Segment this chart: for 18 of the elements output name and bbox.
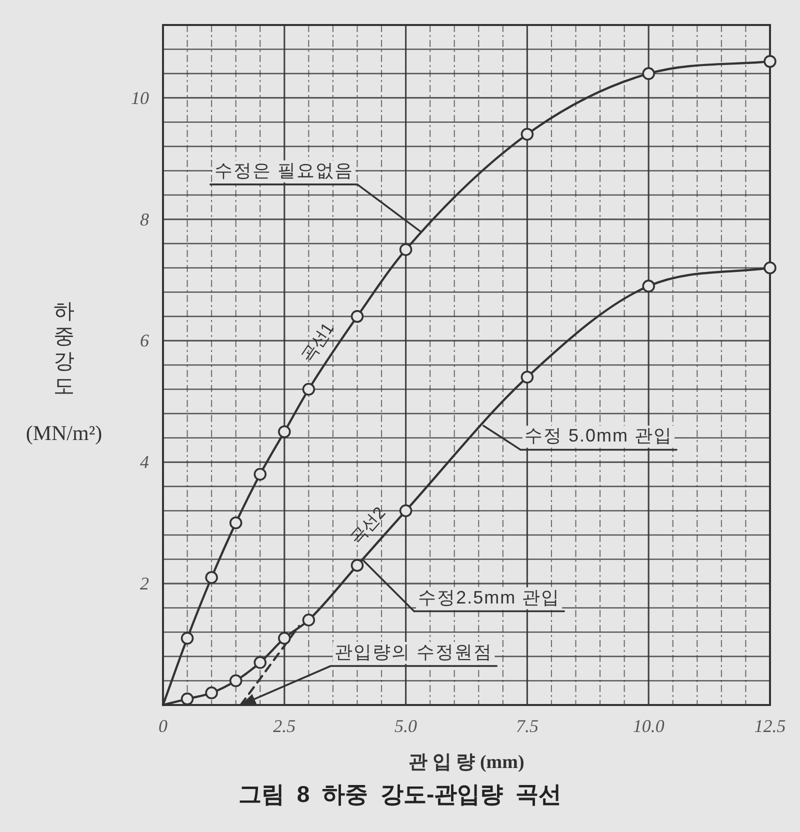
- y-tick-label: 8: [140, 209, 149, 230]
- text: 그림 8 하중 강도-관입량 곡선: [238, 781, 562, 807]
- x-tick-label: 0: [158, 716, 168, 736]
- annotation: 수정 5.0mm 관입: [524, 426, 673, 446]
- x-axis-title: 관 입 량 (mm): [408, 752, 524, 773]
- annotation: 수정은 필요없음: [214, 160, 354, 180]
- y-tick-label: 2: [140, 574, 149, 594]
- annotation: 관입량의 수정원점: [334, 642, 493, 662]
- annotation: 수정2.5mm 관입: [418, 587, 560, 608]
- y-tick-label: 10: [131, 88, 149, 108]
- x-tick-label: 12.5: [754, 716, 786, 736]
- x-tick-label: 10.0: [632, 716, 664, 736]
- x-tick-label: 7.5: [516, 716, 538, 736]
- y-tick-label: 4: [140, 452, 149, 472]
- y-axis-title: 하중강도 (MN/m²): [26, 299, 102, 445]
- y-tick-label: 6: [140, 330, 149, 351]
- x-tick-label: 2.5: [273, 716, 296, 736]
- x-tick-label: 5.0: [394, 716, 418, 736]
